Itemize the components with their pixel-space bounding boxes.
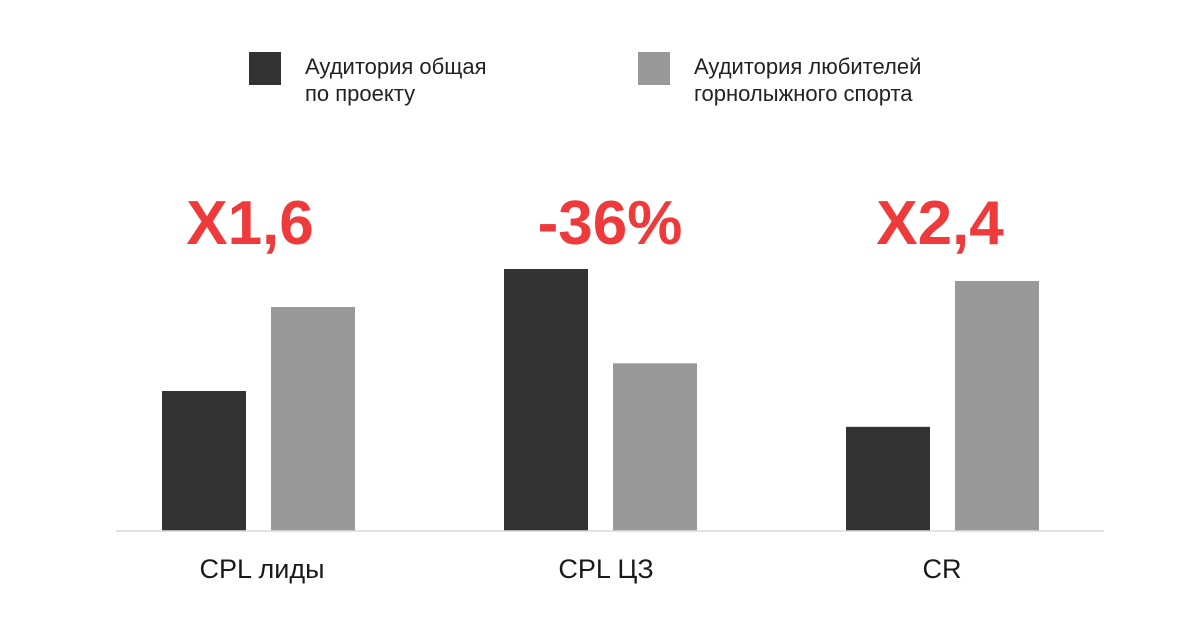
legend-label-series-2-line-2: горнолыжного спорта: [694, 81, 913, 106]
annotations: X1,6 -36% X2,4: [186, 189, 1004, 258]
bar-cpl-tz-series-2: [613, 363, 697, 531]
legend-item-series-2: Аудитория любителей горнолыжного спорта: [638, 52, 921, 106]
legend-swatch-series-2: [638, 52, 670, 85]
bar-cpl-leads-series-1: [162, 391, 246, 531]
annotation-cr: X2,4: [876, 189, 1004, 258]
bar-cr-series-2: [955, 281, 1039, 531]
bar-cpl-tz-series-1: [504, 269, 588, 531]
legend: Аудитория общая по проекту Аудитория люб…: [249, 52, 921, 106]
legend-swatch-series-1: [249, 52, 281, 85]
legend-label-series-2-line-1: Аудитория любителей: [694, 54, 921, 79]
annotation-cpl-tz: -36%: [538, 189, 683, 258]
legend-label-series-1-line-1: Аудитория общая: [305, 54, 487, 79]
bar-cr-series-1: [846, 426, 930, 531]
category-label-cpl-tz: CPL ЦЗ: [558, 554, 653, 584]
category-label-cpl-leads: CPL лиды: [199, 554, 324, 584]
category-label-cr: CR: [923, 554, 962, 584]
annotation-cpl-leads: X1,6: [186, 189, 314, 258]
legend-label-series-1-line-2: по проекту: [305, 81, 415, 106]
category-labels: CPL лиды CPL ЦЗ CR: [199, 554, 961, 584]
bar-cpl-leads-series-2: [271, 307, 355, 531]
legend-item-series-1: Аудитория общая по проекту: [249, 52, 487, 106]
bars: [162, 269, 1039, 531]
